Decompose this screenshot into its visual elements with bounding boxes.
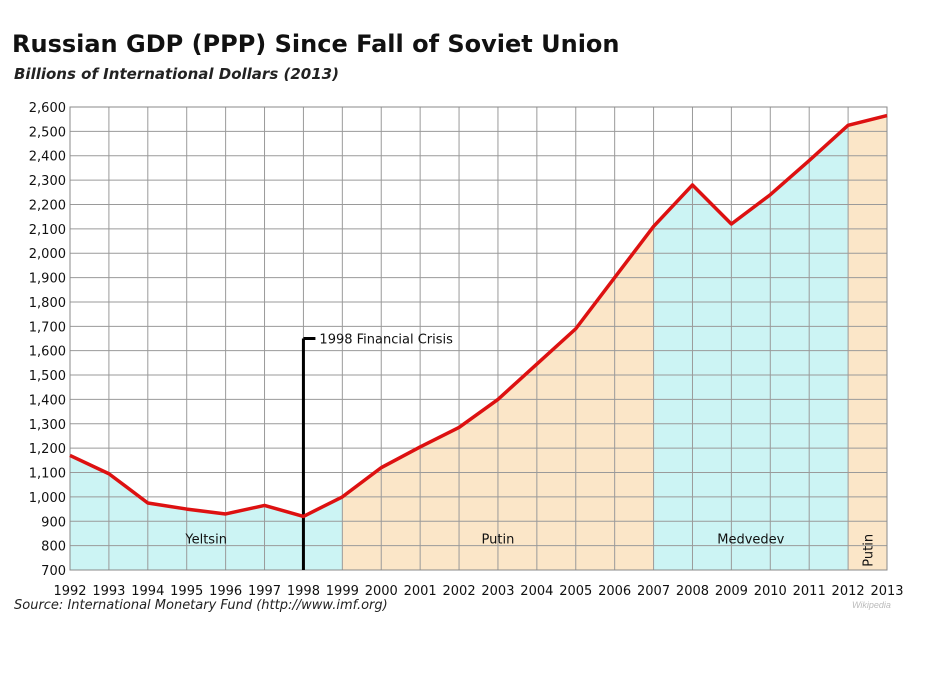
y-tick-label: 2,600	[29, 101, 66, 116]
x-tick-label: 1996	[209, 584, 242, 599]
y-tick-label: 1,200	[29, 442, 66, 457]
x-tick-label: 1994	[131, 584, 164, 599]
x-axis-ticks: 1992 1993 1994 1995 1996 1997 1998 1999 2000 2001…	[53, 584, 903, 599]
x-tick-label: 2001	[404, 584, 437, 599]
era-band-3	[848, 115, 887, 571]
era-labels: Yeltsin Putin Medvedev Putin	[184, 532, 876, 566]
x-tick-label: 1997	[248, 584, 281, 599]
y-tick-label: 1,600	[29, 345, 66, 360]
y-tick-label: 2,100	[29, 223, 66, 238]
watermark-text: Wikipedia	[852, 600, 891, 610]
x-tick-label: 2006	[598, 584, 631, 599]
x-tick-label: 2013	[870, 584, 903, 599]
y-tick-label: 1,900	[29, 272, 66, 287]
x-tick-label: 2009	[715, 584, 748, 599]
x-tick-label: 2000	[365, 584, 398, 599]
x-tick-label: 1993	[92, 584, 125, 599]
era-band-2	[653, 125, 849, 571]
era-bands	[70, 115, 887, 571]
grid-lines	[69, 106, 888, 571]
x-tick-label: 2004	[520, 584, 553, 599]
y-tick-label: 1,100	[29, 467, 66, 482]
y-axis-ticks: 700 800 900 1,000 1,100 1,200 1,300 1,400 1,500 1…	[29, 101, 66, 579]
y-tick-label: 700	[41, 564, 66, 579]
chart-title: Russian GDP (PPP) Since Fall of Soviet U…	[12, 30, 620, 58]
y-tick-label: 1,800	[29, 296, 66, 311]
y-tick-label: 2,500	[29, 125, 66, 140]
crisis-annotation: 1998 Financial Crisis	[301, 333, 453, 570]
era-label-0: Yeltsin	[184, 532, 227, 547]
x-tick-label: 2002	[443, 584, 476, 599]
x-tick-label: 2007	[637, 584, 670, 599]
x-tick-label: 2010	[754, 584, 787, 599]
y-tick-label: 1,000	[29, 491, 66, 506]
y-tick-label: 1,700	[29, 320, 66, 335]
y-tick-label: 900	[41, 515, 66, 530]
y-tick-label: 2,300	[29, 174, 66, 189]
source-note: Source: International Monetary Fund (htt…	[14, 598, 388, 613]
era-label-2: Medvedev	[717, 532, 784, 547]
x-tick-label: 1992	[53, 584, 86, 599]
gdp-series	[69, 113, 888, 519]
era-label-1: Putin	[482, 532, 515, 547]
era-label-3: Putin	[862, 534, 877, 567]
crisis-annotation-label: 1998 Financial Crisis	[319, 333, 453, 348]
x-tick-label: 2012	[832, 584, 865, 599]
y-tick-label: 1,300	[29, 418, 66, 433]
x-tick-label: 1999	[326, 584, 359, 599]
x-tick-label: 2008	[676, 584, 709, 599]
plot-frame	[69, 106, 888, 571]
x-tick-label: 2005	[559, 584, 592, 599]
y-tick-label: 1,400	[29, 393, 66, 408]
x-tick-label: 2011	[793, 584, 826, 599]
y-tick-label: 2,200	[29, 198, 66, 213]
y-tick-label: 2,000	[29, 247, 66, 262]
gdp-series-line	[69, 113, 888, 519]
x-tick-label: 1995	[170, 584, 203, 599]
y-tick-label: 1,500	[29, 369, 66, 384]
x-tick-label: 2003	[481, 584, 514, 599]
y-tick-label: 800	[41, 540, 66, 555]
chart-subtitle: Billions of International Dollars (2013)	[14, 65, 339, 83]
y-tick-label: 2,400	[29, 150, 66, 165]
x-tick-label: 1998	[287, 584, 320, 599]
